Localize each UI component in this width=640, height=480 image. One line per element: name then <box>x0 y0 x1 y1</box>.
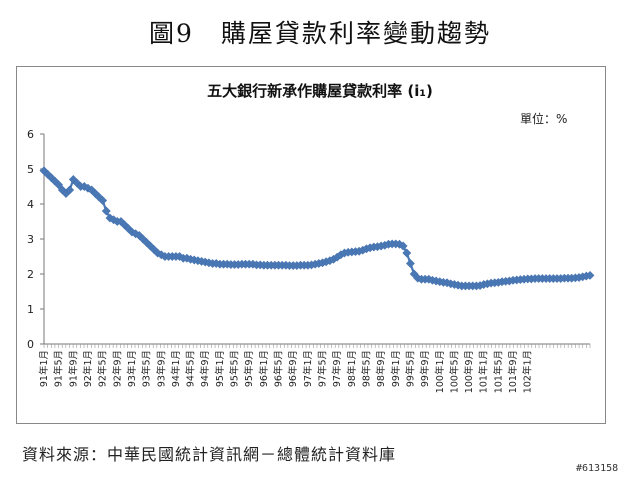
data-point <box>398 241 408 251</box>
data-point <box>405 259 415 268</box>
x-tick-label: 93年9月 <box>155 350 167 387</box>
x-tick-label: 99年1月 <box>390 350 402 387</box>
y-tick-label: 5 <box>27 163 34 176</box>
y-tick-label: 2 <box>27 268 34 281</box>
x-tick-label: 95年5月 <box>229 350 241 387</box>
data-point <box>402 248 412 258</box>
x-tick-label: 100年1月 <box>434 350 446 393</box>
x-tick-label: 98年5月 <box>360 350 372 387</box>
x-tick-label: 96年9月 <box>287 350 299 387</box>
watermark: #613158 <box>576 463 619 474</box>
x-tick-label: 100年9月 <box>463 350 475 393</box>
data-point <box>54 180 64 190</box>
y-tick-label: 6 <box>27 128 34 141</box>
data-point <box>98 196 108 205</box>
x-tick-label: 98年1月 <box>346 350 358 387</box>
x-tick-label: 92年5月 <box>97 350 109 387</box>
y-tick-label: 4 <box>27 198 34 211</box>
x-tick-label: 101年5月 <box>492 350 504 393</box>
x-tick-label: 102年1月 <box>522 350 534 393</box>
data-point <box>585 270 595 280</box>
x-tick-label: 95年9月 <box>243 350 255 387</box>
x-tick-label: 96年1月 <box>258 350 270 387</box>
x-tick-label: 94年9月 <box>199 350 211 387</box>
y-tick-labels: 0 1 2 3 4 5 6 <box>27 128 34 351</box>
x-tick-label: 91年5月 <box>53 350 65 387</box>
x-tick-label: 94年5月 <box>185 350 197 387</box>
x-tick-labels: 91年1月 91年5月 91年9月 92年1月 92年5月 92年9月 93年1月 93年5月… <box>38 350 534 393</box>
x-tick-label: 97年5月 <box>316 350 328 387</box>
x-tick-label: 97年9月 <box>331 350 343 387</box>
x-tick-label: 93年1月 <box>126 350 138 387</box>
chart-axes <box>40 133 591 348</box>
chart-frame <box>16 66 606 424</box>
x-tick-label: 92年9月 <box>111 350 123 387</box>
x-tick-label: 97年1月 <box>302 350 314 387</box>
y-tick-label: 0 <box>27 338 34 351</box>
figure-title: 圖9 購屋貸款利率變動趨勢 <box>149 19 491 48</box>
x-tick-label: 92年1月 <box>82 350 94 387</box>
x-tick-label: 101年9月 <box>507 350 519 393</box>
x-tick-label: 99年5月 <box>404 350 416 387</box>
data-point <box>65 185 75 195</box>
x-tick-label: 94年1月 <box>170 350 182 387</box>
x-tick-label: 91年1月 <box>38 350 50 387</box>
x-tick-label: 99年9月 <box>419 350 431 387</box>
x-tick-label: 100年5月 <box>448 350 460 393</box>
x-tick-label: 91年9月 <box>67 350 79 387</box>
unit-label: 單位：% <box>520 112 568 126</box>
chart-title: 五大銀行新承作購屋貸款利率 (i₁) <box>207 82 433 100</box>
x-tick-label: 101年1月 <box>478 350 490 393</box>
y-tick-label: 1 <box>27 303 34 316</box>
x-tick-label: 95年1月 <box>214 350 226 387</box>
series-markers <box>39 166 595 291</box>
x-tick-label: 98年9月 <box>375 350 387 387</box>
x-tick-label: 96年5月 <box>273 350 285 387</box>
x-tick-label: 93年5月 <box>141 350 153 387</box>
y-tick-label: 3 <box>27 233 34 246</box>
source-label: 資料來源：中華民國統計資訊網－總體統計資料庫 <box>22 445 397 464</box>
data-point <box>101 206 111 216</box>
